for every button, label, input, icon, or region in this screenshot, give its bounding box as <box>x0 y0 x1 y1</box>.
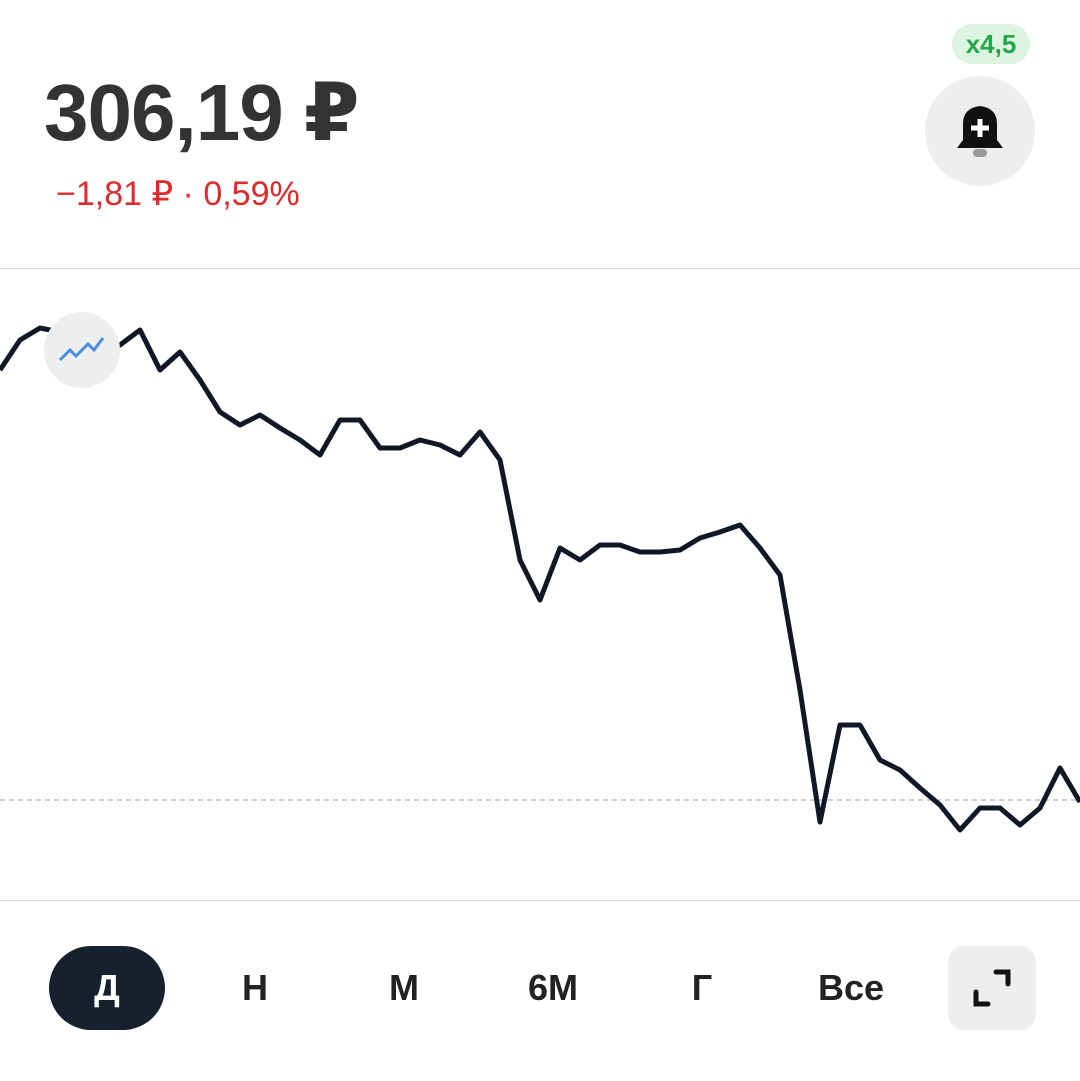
trend-icon <box>58 337 105 362</box>
period-tab[interactable]: Все <box>817 967 885 1008</box>
period-tabs: Д Н М 6М Г Все <box>0 946 1080 1030</box>
period-tab[interactable]: Н <box>242 967 268 1008</box>
expand-icon <box>973 969 1011 1007</box>
period-tab[interactable]: М <box>389 967 419 1008</box>
leverage-badge: x4,5 <box>952 24 1030 64</box>
period-tab[interactable]: 6М <box>527 967 578 1008</box>
period-tab[interactable]: Д <box>49 946 165 1030</box>
fullscreen-button[interactable] <box>948 946 1036 1030</box>
separator <box>0 900 1080 901</box>
price: 306,19 ₽ <box>44 68 360 157</box>
separator <box>0 268 1080 269</box>
alert-button[interactable] <box>925 76 1035 186</box>
price-line <box>0 325 1080 833</box>
chart <box>0 312 1080 833</box>
bell-icon <box>957 106 1003 157</box>
price-change: −1,81 ₽ · 0,59% <box>56 175 300 213</box>
period-tab[interactable]: Г <box>691 967 713 1008</box>
